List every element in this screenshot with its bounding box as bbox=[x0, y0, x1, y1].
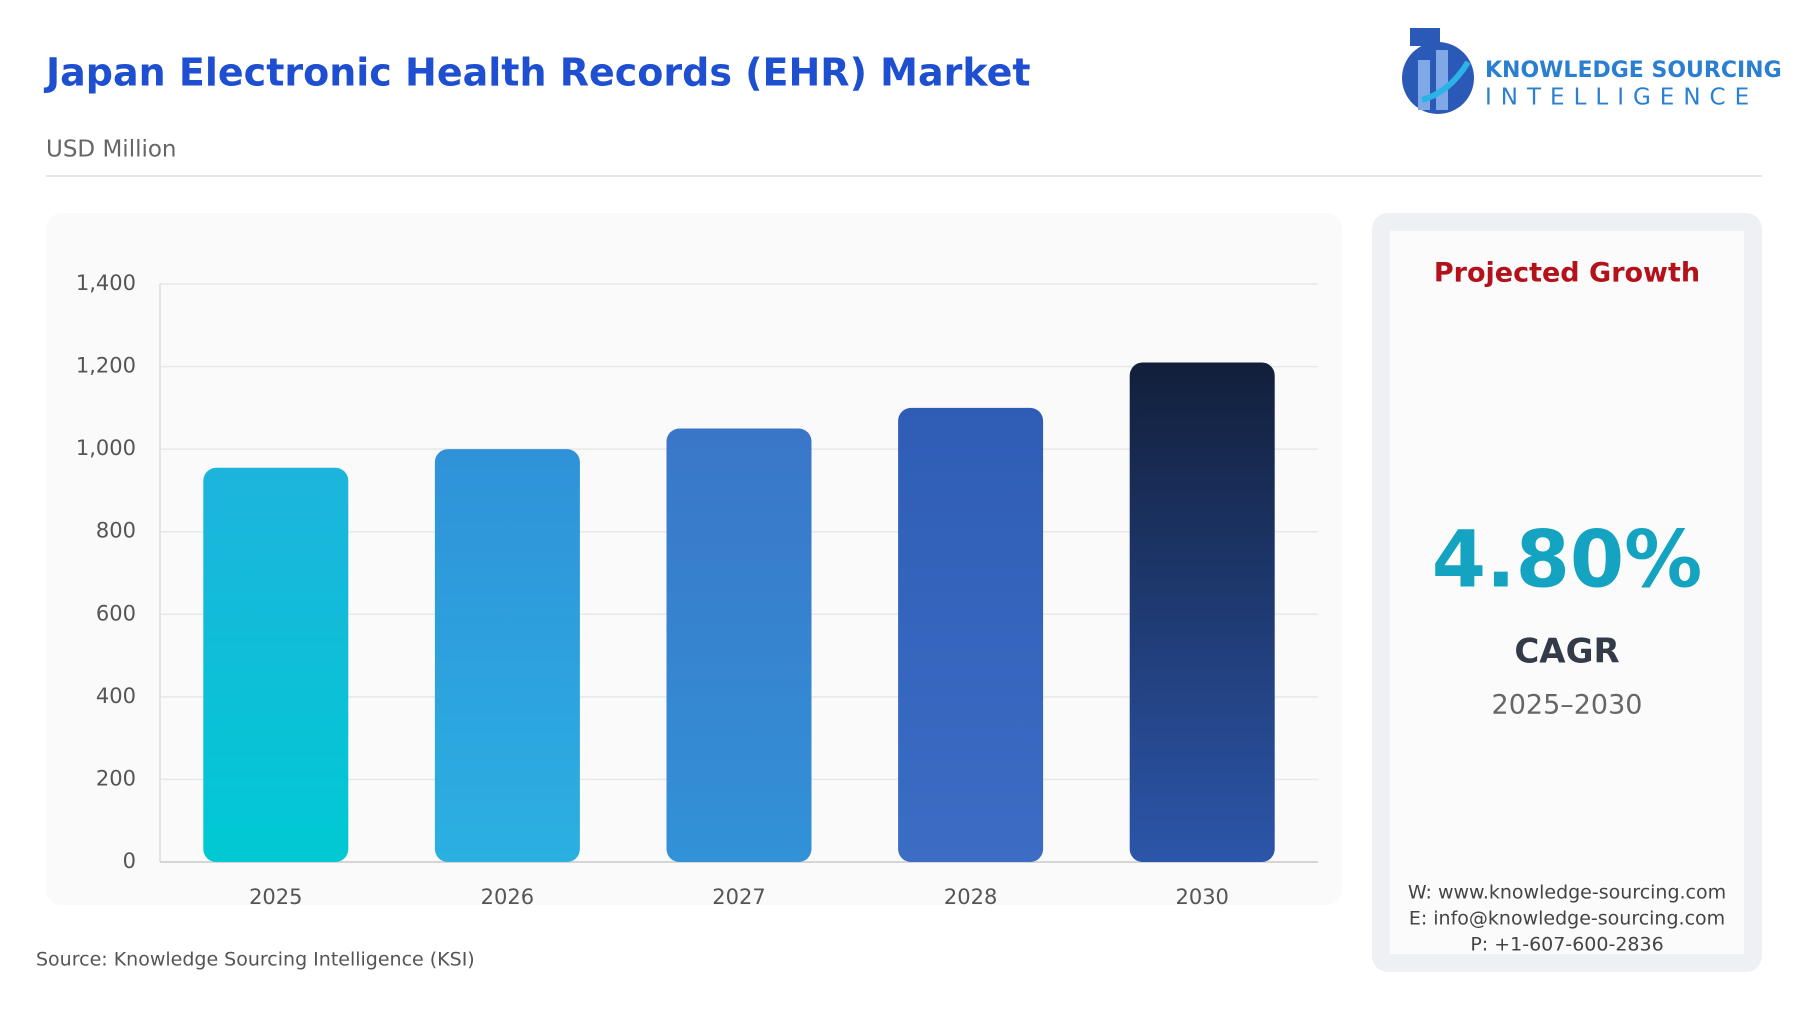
title: Japan Electronic Health Records (EHR) Ma… bbox=[43, 51, 1031, 95]
plot: 0 200 400 600 800 1,000 1,200 1,400 2025 2026 2027… bbox=[76, 271, 1318, 909]
cagr-label: CAGR bbox=[1514, 632, 1619, 672]
bar bbox=[666, 428, 812, 862]
cagr-value: 4.80% bbox=[1432, 515, 1703, 605]
y-tick-label: 400 bbox=[96, 684, 136, 708]
cagr-period: 2025–2030 bbox=[1492, 690, 1643, 721]
x-tick-label: 2028 bbox=[944, 885, 997, 909]
y-tick-label: 800 bbox=[96, 519, 136, 543]
source: Source: Knowledge Sourcing Intelligence … bbox=[36, 949, 475, 971]
contact: P: +1-607-600-2836 bbox=[1470, 934, 1663, 956]
x-tick-label: 2025 bbox=[249, 885, 302, 909]
contact: E: info@knowledge-sourcing.com bbox=[1409, 908, 1725, 930]
sidebar-inner bbox=[1390, 231, 1744, 954]
x-tick-label: 2026 bbox=[481, 885, 534, 909]
y-tick-label: 600 bbox=[96, 601, 136, 625]
subtitle: USD Million bbox=[46, 137, 177, 163]
y-tick-label: 1,400 bbox=[76, 271, 136, 295]
x-tick-label: 2027 bbox=[712, 885, 765, 909]
sidebar-heading: Projected Growth bbox=[1434, 258, 1700, 289]
logo-line2: INTELLIGENCE bbox=[1485, 85, 1758, 111]
x-tick-label: 2030 bbox=[1175, 885, 1228, 909]
y-tick-label: 1,000 bbox=[76, 436, 136, 460]
logo-line1: KNOWLEDGE SOURCING bbox=[1485, 58, 1782, 83]
bar bbox=[1129, 362, 1275, 862]
y-tick-label: 200 bbox=[96, 766, 136, 790]
y-tick-label: 1,200 bbox=[76, 354, 136, 378]
bar bbox=[898, 407, 1044, 862]
y-tick-label: 0 bbox=[123, 849, 136, 873]
contact: W: www.knowledge-sourcing.com bbox=[1408, 882, 1726, 904]
logo-icon bbox=[1402, 28, 1474, 114]
bar bbox=[434, 449, 580, 862]
bar bbox=[203, 467, 349, 862]
